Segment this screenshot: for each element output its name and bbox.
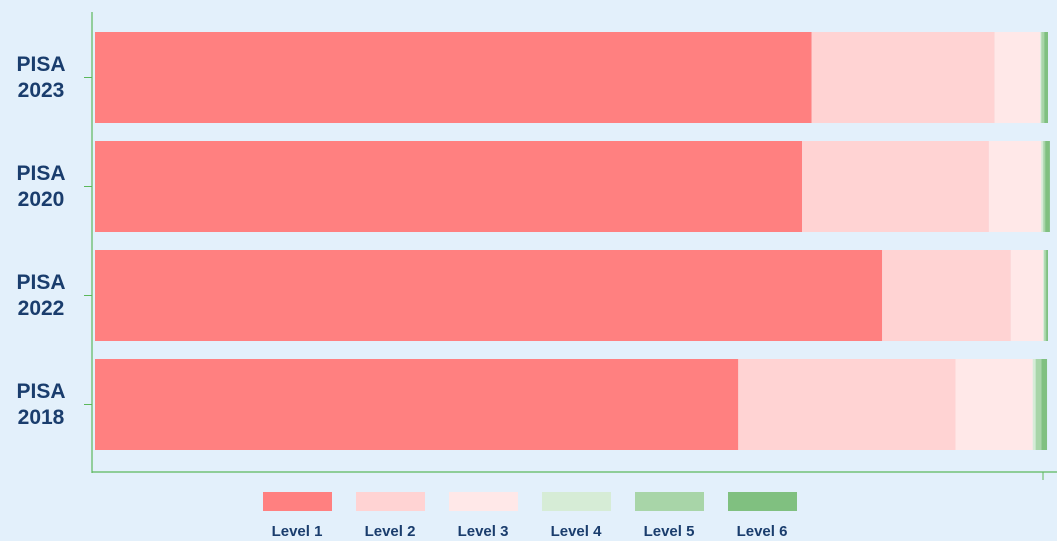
legend-swatch: [449, 492, 518, 511]
bar-segment: [1044, 250, 1047, 341]
legend-swatch: [728, 492, 797, 511]
bar-segment: [1043, 141, 1046, 232]
bar-segment: [95, 141, 803, 232]
bar-segment: [1041, 359, 1048, 450]
legend-label: Level 1: [272, 523, 323, 540]
legend-label: Level 2: [365, 523, 416, 540]
legend-swatch: [263, 492, 332, 511]
bar-segment: [1046, 250, 1048, 341]
bar-segment: [1032, 359, 1036, 450]
legend-swatch: [356, 492, 425, 511]
bar-segment: [95, 32, 812, 123]
y-tick-label: PISA 2023: [16, 52, 66, 102]
y-tick-label: PISA 2020: [16, 161, 66, 211]
legend-label: Level 6: [737, 523, 788, 540]
bar-segment: [95, 250, 883, 341]
bar-segment: [1044, 32, 1048, 123]
bar-segment: [802, 141, 989, 232]
bar-segment: [988, 141, 1042, 232]
legend-label: Level 4: [551, 523, 603, 540]
y-tick-label: PISA 2018: [16, 379, 66, 429]
bar-segment: [1041, 141, 1044, 232]
bar-segment: [1010, 250, 1044, 341]
bar-segment: [1043, 250, 1045, 341]
legend-label: Level 3: [458, 523, 509, 540]
bar-segment: [1035, 359, 1042, 450]
bar-segment: [1041, 32, 1045, 123]
y-tick-label: PISA 2022: [16, 270, 66, 320]
legend-swatch: [542, 492, 611, 511]
bar-segment: [955, 359, 1033, 450]
bar-segment: [95, 359, 739, 450]
bar-segment: [882, 250, 1011, 341]
bar-segment: [1045, 141, 1050, 232]
bar-segment: [994, 32, 1041, 123]
bar-segment: [811, 32, 995, 123]
legend-label: Level 5: [644, 523, 695, 540]
legend-swatch: [635, 492, 704, 511]
bar-segment: [738, 359, 956, 450]
bar-segment: [1040, 32, 1042, 123]
